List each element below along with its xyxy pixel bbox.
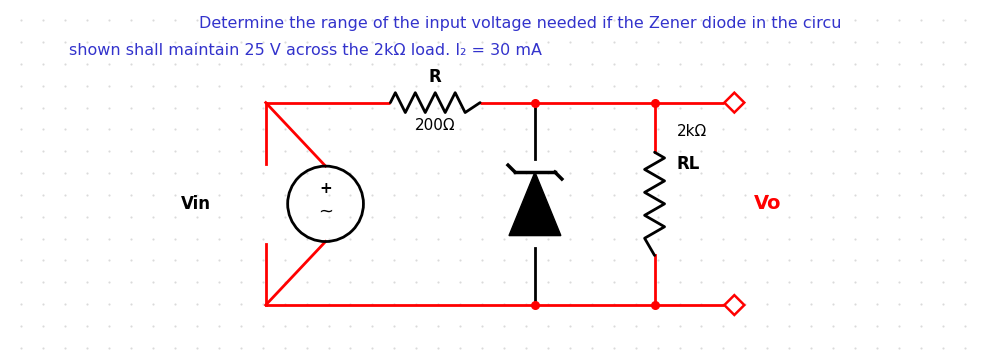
Text: +: + [319,181,332,197]
Text: Determine the range of the input voltage needed if the Zener diode in the circu: Determine the range of the input voltage… [199,16,842,31]
Polygon shape [509,172,561,236]
Text: Vin: Vin [181,195,211,213]
Text: Vo: Vo [754,194,782,213]
Text: RL: RL [677,155,699,173]
Text: R: R [429,68,441,86]
Text: ~: ~ [318,203,334,221]
Text: 200Ω: 200Ω [415,119,455,134]
Text: shown shall maintain 25 V across the 2kΩ load. I₂ = 30 mA: shown shall maintain 25 V across the 2kΩ… [69,43,542,58]
Text: 2kΩ: 2kΩ [677,124,706,139]
